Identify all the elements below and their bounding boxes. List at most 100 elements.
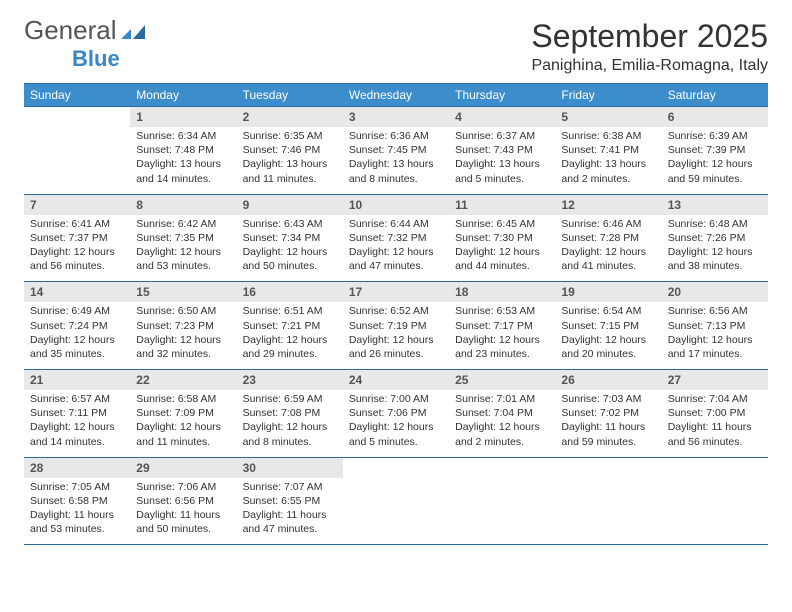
calendar-cell: 17Sunrise: 6:52 AMSunset: 7:19 PMDayligh…	[343, 282, 449, 370]
calendar-cell: 26Sunrise: 7:03 AMSunset: 7:02 PMDayligh…	[555, 370, 661, 458]
day-number: 29	[130, 458, 236, 478]
day-details: Sunrise: 6:54 AMSunset: 7:15 PMDaylight:…	[555, 302, 661, 369]
day-details: Sunrise: 6:41 AMSunset: 7:37 PMDaylight:…	[24, 215, 130, 282]
calendar-cell: 28Sunrise: 7:05 AMSunset: 6:58 PMDayligh…	[24, 457, 130, 545]
calendar-cell: 1Sunrise: 6:34 AMSunset: 7:48 PMDaylight…	[130, 107, 236, 195]
calendar-cell: 19Sunrise: 6:54 AMSunset: 7:15 PMDayligh…	[555, 282, 661, 370]
day-details: Sunrise: 7:03 AMSunset: 7:02 PMDaylight:…	[555, 390, 661, 457]
day-number: 19	[555, 282, 661, 302]
calendar-cell: 18Sunrise: 6:53 AMSunset: 7:17 PMDayligh…	[449, 282, 555, 370]
calendar-cell: 25Sunrise: 7:01 AMSunset: 7:04 PMDayligh…	[449, 370, 555, 458]
calendar-cell: 21Sunrise: 6:57 AMSunset: 7:11 PMDayligh…	[24, 370, 130, 458]
page-title: September 2025	[531, 18, 768, 55]
day-number: 13	[662, 195, 768, 215]
calendar-week: 21Sunrise: 6:57 AMSunset: 7:11 PMDayligh…	[24, 370, 768, 458]
day-number: 15	[130, 282, 236, 302]
day-details: Sunrise: 6:59 AMSunset: 7:08 PMDaylight:…	[237, 390, 343, 457]
day-number: 23	[237, 370, 343, 390]
calendar-cell	[662, 457, 768, 545]
day-number: 10	[343, 195, 449, 215]
day-number: 20	[662, 282, 768, 302]
calendar-cell: 7Sunrise: 6:41 AMSunset: 7:37 PMDaylight…	[24, 194, 130, 282]
calendar-table: SundayMondayTuesdayWednesdayThursdayFrid…	[24, 83, 768, 545]
day-number: 14	[24, 282, 130, 302]
calendar-cell: 27Sunrise: 7:04 AMSunset: 7:00 PMDayligh…	[662, 370, 768, 458]
calendar-cell: 6Sunrise: 6:39 AMSunset: 7:39 PMDaylight…	[662, 107, 768, 195]
calendar-cell: 9Sunrise: 6:43 AMSunset: 7:34 PMDaylight…	[237, 194, 343, 282]
day-details: Sunrise: 6:57 AMSunset: 7:11 PMDaylight:…	[24, 390, 130, 457]
day-details: Sunrise: 7:01 AMSunset: 7:04 PMDaylight:…	[449, 390, 555, 457]
day-number: 6	[662, 107, 768, 127]
location: Panighina, Emilia-Romagna, Italy	[531, 57, 768, 75]
day-details: Sunrise: 7:00 AMSunset: 7:06 PMDaylight:…	[343, 390, 449, 457]
calendar-cell: 8Sunrise: 6:42 AMSunset: 7:35 PMDaylight…	[130, 194, 236, 282]
logo-word1: General	[24, 15, 117, 45]
day-details: Sunrise: 6:38 AMSunset: 7:41 PMDaylight:…	[555, 127, 661, 194]
calendar-cell: 10Sunrise: 6:44 AMSunset: 7:32 PMDayligh…	[343, 194, 449, 282]
calendar-body: 1Sunrise: 6:34 AMSunset: 7:48 PMDaylight…	[24, 107, 768, 545]
day-details: Sunrise: 6:37 AMSunset: 7:43 PMDaylight:…	[449, 127, 555, 194]
day-details: Sunrise: 6:51 AMSunset: 7:21 PMDaylight:…	[237, 302, 343, 369]
calendar-cell	[449, 457, 555, 545]
calendar-cell: 30Sunrise: 7:07 AMSunset: 6:55 PMDayligh…	[237, 457, 343, 545]
day-details: Sunrise: 6:53 AMSunset: 7:17 PMDaylight:…	[449, 302, 555, 369]
calendar-cell: 13Sunrise: 6:48 AMSunset: 7:26 PMDayligh…	[662, 194, 768, 282]
day-details: Sunrise: 6:44 AMSunset: 7:32 PMDaylight:…	[343, 215, 449, 282]
day-details: Sunrise: 7:07 AMSunset: 6:55 PMDaylight:…	[237, 478, 343, 545]
calendar-cell: 24Sunrise: 7:00 AMSunset: 7:06 PMDayligh…	[343, 370, 449, 458]
calendar-cell: 29Sunrise: 7:06 AMSunset: 6:56 PMDayligh…	[130, 457, 236, 545]
dow-header: Tuesday	[237, 84, 343, 107]
day-details: Sunrise: 6:43 AMSunset: 7:34 PMDaylight:…	[237, 215, 343, 282]
calendar-cell	[24, 107, 130, 195]
day-number: 28	[24, 458, 130, 478]
title-block: September 2025 Panighina, Emilia-Romagna…	[531, 18, 768, 75]
day-number: 7	[24, 195, 130, 215]
day-number: 22	[130, 370, 236, 390]
day-number: 18	[449, 282, 555, 302]
day-number: 30	[237, 458, 343, 478]
dow-header: Friday	[555, 84, 661, 107]
dow-header: Monday	[130, 84, 236, 107]
calendar-cell: 4Sunrise: 6:37 AMSunset: 7:43 PMDaylight…	[449, 107, 555, 195]
calendar-week: 14Sunrise: 6:49 AMSunset: 7:24 PMDayligh…	[24, 282, 768, 370]
day-details: Sunrise: 6:58 AMSunset: 7:09 PMDaylight:…	[130, 390, 236, 457]
day-number: 2	[237, 107, 343, 127]
day-details: Sunrise: 6:34 AMSunset: 7:48 PMDaylight:…	[130, 127, 236, 194]
calendar-cell: 15Sunrise: 6:50 AMSunset: 7:23 PMDayligh…	[130, 282, 236, 370]
day-number: 27	[662, 370, 768, 390]
dow-header: Thursday	[449, 84, 555, 107]
day-details: Sunrise: 6:49 AMSunset: 7:24 PMDaylight:…	[24, 302, 130, 369]
day-details: Sunrise: 6:46 AMSunset: 7:28 PMDaylight:…	[555, 215, 661, 282]
calendar-week: 1Sunrise: 6:34 AMSunset: 7:48 PMDaylight…	[24, 107, 768, 195]
calendar-cell: 11Sunrise: 6:45 AMSunset: 7:30 PMDayligh…	[449, 194, 555, 282]
logo: General Blue	[24, 18, 147, 72]
day-details: Sunrise: 6:52 AMSunset: 7:19 PMDaylight:…	[343, 302, 449, 369]
day-number: 1	[130, 107, 236, 127]
day-number: 5	[555, 107, 661, 127]
day-details: Sunrise: 6:48 AMSunset: 7:26 PMDaylight:…	[662, 215, 768, 282]
calendar-cell: 12Sunrise: 6:46 AMSunset: 7:28 PMDayligh…	[555, 194, 661, 282]
logo-word2: Blue	[72, 46, 120, 72]
dow-row: SundayMondayTuesdayWednesdayThursdayFrid…	[24, 84, 768, 107]
day-number: 16	[237, 282, 343, 302]
day-details: Sunrise: 6:45 AMSunset: 7:30 PMDaylight:…	[449, 215, 555, 282]
calendar-cell: 23Sunrise: 6:59 AMSunset: 7:08 PMDayligh…	[237, 370, 343, 458]
day-details: Sunrise: 6:36 AMSunset: 7:45 PMDaylight:…	[343, 127, 449, 194]
calendar-cell: 2Sunrise: 6:35 AMSunset: 7:46 PMDaylight…	[237, 107, 343, 195]
day-number: 9	[237, 195, 343, 215]
dow-header: Saturday	[662, 84, 768, 107]
calendar-week: 28Sunrise: 7:05 AMSunset: 6:58 PMDayligh…	[24, 457, 768, 545]
dow-header: Wednesday	[343, 84, 449, 107]
calendar-cell: 22Sunrise: 6:58 AMSunset: 7:09 PMDayligh…	[130, 370, 236, 458]
calendar-cell: 5Sunrise: 6:38 AMSunset: 7:41 PMDaylight…	[555, 107, 661, 195]
day-details: Sunrise: 6:50 AMSunset: 7:23 PMDaylight:…	[130, 302, 236, 369]
day-number: 12	[555, 195, 661, 215]
day-details: Sunrise: 7:05 AMSunset: 6:58 PMDaylight:…	[24, 478, 130, 545]
day-details: Sunrise: 6:42 AMSunset: 7:35 PMDaylight:…	[130, 215, 236, 282]
logo-line1: General	[24, 18, 147, 46]
day-details: Sunrise: 7:06 AMSunset: 6:56 PMDaylight:…	[130, 478, 236, 545]
calendar-cell	[555, 457, 661, 545]
day-number: 21	[24, 370, 130, 390]
day-number: 3	[343, 107, 449, 127]
day-number: 4	[449, 107, 555, 127]
